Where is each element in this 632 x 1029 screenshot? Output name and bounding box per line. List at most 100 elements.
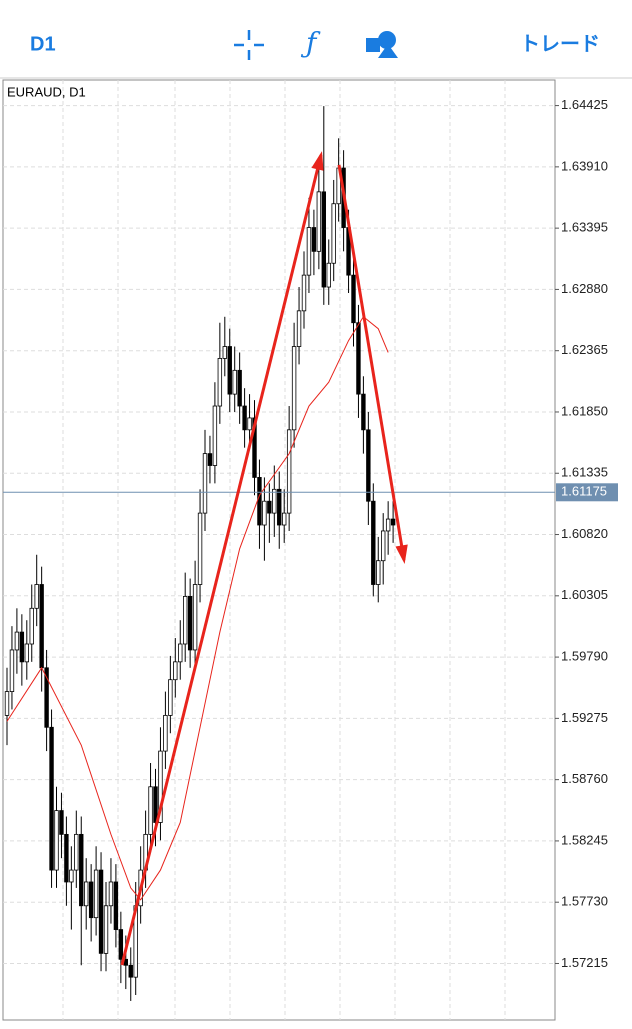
candle-body	[331, 203, 336, 264]
y-tick-label: 1.58760	[561, 771, 608, 786]
candle-body	[113, 881, 119, 930]
candle-body	[84, 881, 89, 907]
candle-body	[361, 393, 366, 431]
y-tick-label: 1.59790	[561, 649, 608, 664]
candle-body	[93, 869, 99, 919]
toolbar	[0, 0, 632, 78]
candle-body	[301, 274, 307, 312]
candle-body	[311, 227, 317, 252]
candle-body	[153, 786, 158, 823]
candle-body	[44, 667, 49, 728]
candle-body	[291, 346, 297, 431]
candle-body	[128, 964, 133, 978]
symbol-label: EURAUD, D1	[7, 84, 86, 99]
candle-body	[257, 477, 262, 526]
candle-body	[222, 346, 227, 359]
candle-body	[267, 500, 272, 514]
y-tick-label: 1.58245	[561, 832, 608, 847]
candle-body	[242, 405, 247, 431]
candle-body	[197, 512, 203, 585]
candle-body	[252, 417, 257, 478]
candle-body	[376, 560, 381, 585]
candle-body	[9, 649, 15, 692]
trade-button[interactable]: トレード	[520, 33, 600, 55]
arrow-head	[311, 151, 324, 171]
v-grid	[62, 80, 506, 1020]
candle-body	[385, 518, 391, 532]
chart: EURAUD, D1 1.57215 1.57730 1.58245 1.58760 1…	[2, 79, 618, 1021]
candle-body	[380, 530, 386, 562]
y-tick-label: 1.62365	[561, 342, 608, 357]
candle-body	[351, 274, 356, 324]
moving-average	[6, 316, 389, 901]
y-tick-label: 1.60305	[561, 587, 608, 602]
timeframe-button[interactable]: D1	[30, 33, 56, 55]
candle-body	[19, 631, 25, 663]
candle-body	[227, 346, 232, 395]
candle-body	[39, 584, 44, 669]
candle-body	[237, 369, 242, 407]
candle-body	[366, 429, 371, 502]
candle-body	[59, 810, 64, 835]
candle-body	[79, 833, 84, 907]
candle-body	[326, 262, 331, 288]
candle-body	[316, 191, 322, 252]
candle-body	[148, 786, 153, 835]
candle-body	[207, 453, 213, 466]
candle-body	[88, 881, 94, 919]
y-tick-label: 1.61850	[561, 403, 608, 418]
candle-body	[182, 596, 188, 645]
y-tick-label: 1.63395	[561, 220, 608, 235]
candle-body	[371, 500, 376, 585]
candle-body	[321, 191, 326, 288]
candle-body	[14, 631, 20, 651]
candle-body	[272, 488, 277, 514]
candle-body	[74, 833, 79, 871]
plot-frame	[2, 79, 556, 1021]
crosshair-button[interactable]	[234, 30, 264, 60]
candle-body	[277, 488, 282, 526]
candle-body	[98, 869, 104, 954]
candle-body	[217, 358, 223, 407]
candle-body	[24, 643, 29, 663]
candle-body	[108, 881, 114, 907]
candle-body	[4, 691, 10, 716]
arrow-head	[395, 544, 408, 564]
candle-body	[173, 661, 178, 681]
candle-body	[212, 405, 218, 466]
candle-body	[192, 584, 198, 651]
candle-body	[54, 810, 59, 871]
candle-body	[64, 833, 69, 883]
candle-body	[69, 869, 74, 883]
candle-body	[281, 512, 287, 526]
candle-body	[158, 750, 163, 823]
y-tick-label: 1.62880	[561, 281, 608, 296]
y-tick-label: 1.57730	[561, 894, 608, 909]
candle-body	[49, 726, 54, 871]
candle-body	[178, 643, 183, 663]
candle-body	[187, 596, 193, 651]
trend-arrow	[120, 154, 323, 966]
objects-button[interactable]	[366, 31, 398, 58]
current-price-label: 1.61175	[561, 484, 607, 499]
y-tick-label: 1.57215	[561, 955, 608, 970]
candle-body	[29, 607, 34, 645]
candle-body	[286, 429, 292, 514]
indicators-button[interactable]: ƒ	[300, 27, 321, 60]
candle-body	[306, 227, 312, 276]
y-tick-label: 1.61335	[561, 465, 608, 480]
y-tick-label: 1.60820	[561, 526, 608, 541]
candle-body	[168, 679, 173, 716]
trend-arrow	[337, 164, 406, 561]
candle-body	[232, 369, 237, 395]
y-tick-label: 1.59275	[561, 710, 608, 725]
candle-body	[163, 714, 168, 752]
candle-body	[202, 453, 208, 514]
candle-body	[247, 417, 252, 431]
candle-body	[103, 905, 109, 954]
y-tick-label: 1.63910	[561, 158, 608, 173]
y-tick-label: 1.64425	[561, 97, 608, 112]
current-price-box	[556, 483, 618, 502]
candle-body	[296, 310, 302, 347]
